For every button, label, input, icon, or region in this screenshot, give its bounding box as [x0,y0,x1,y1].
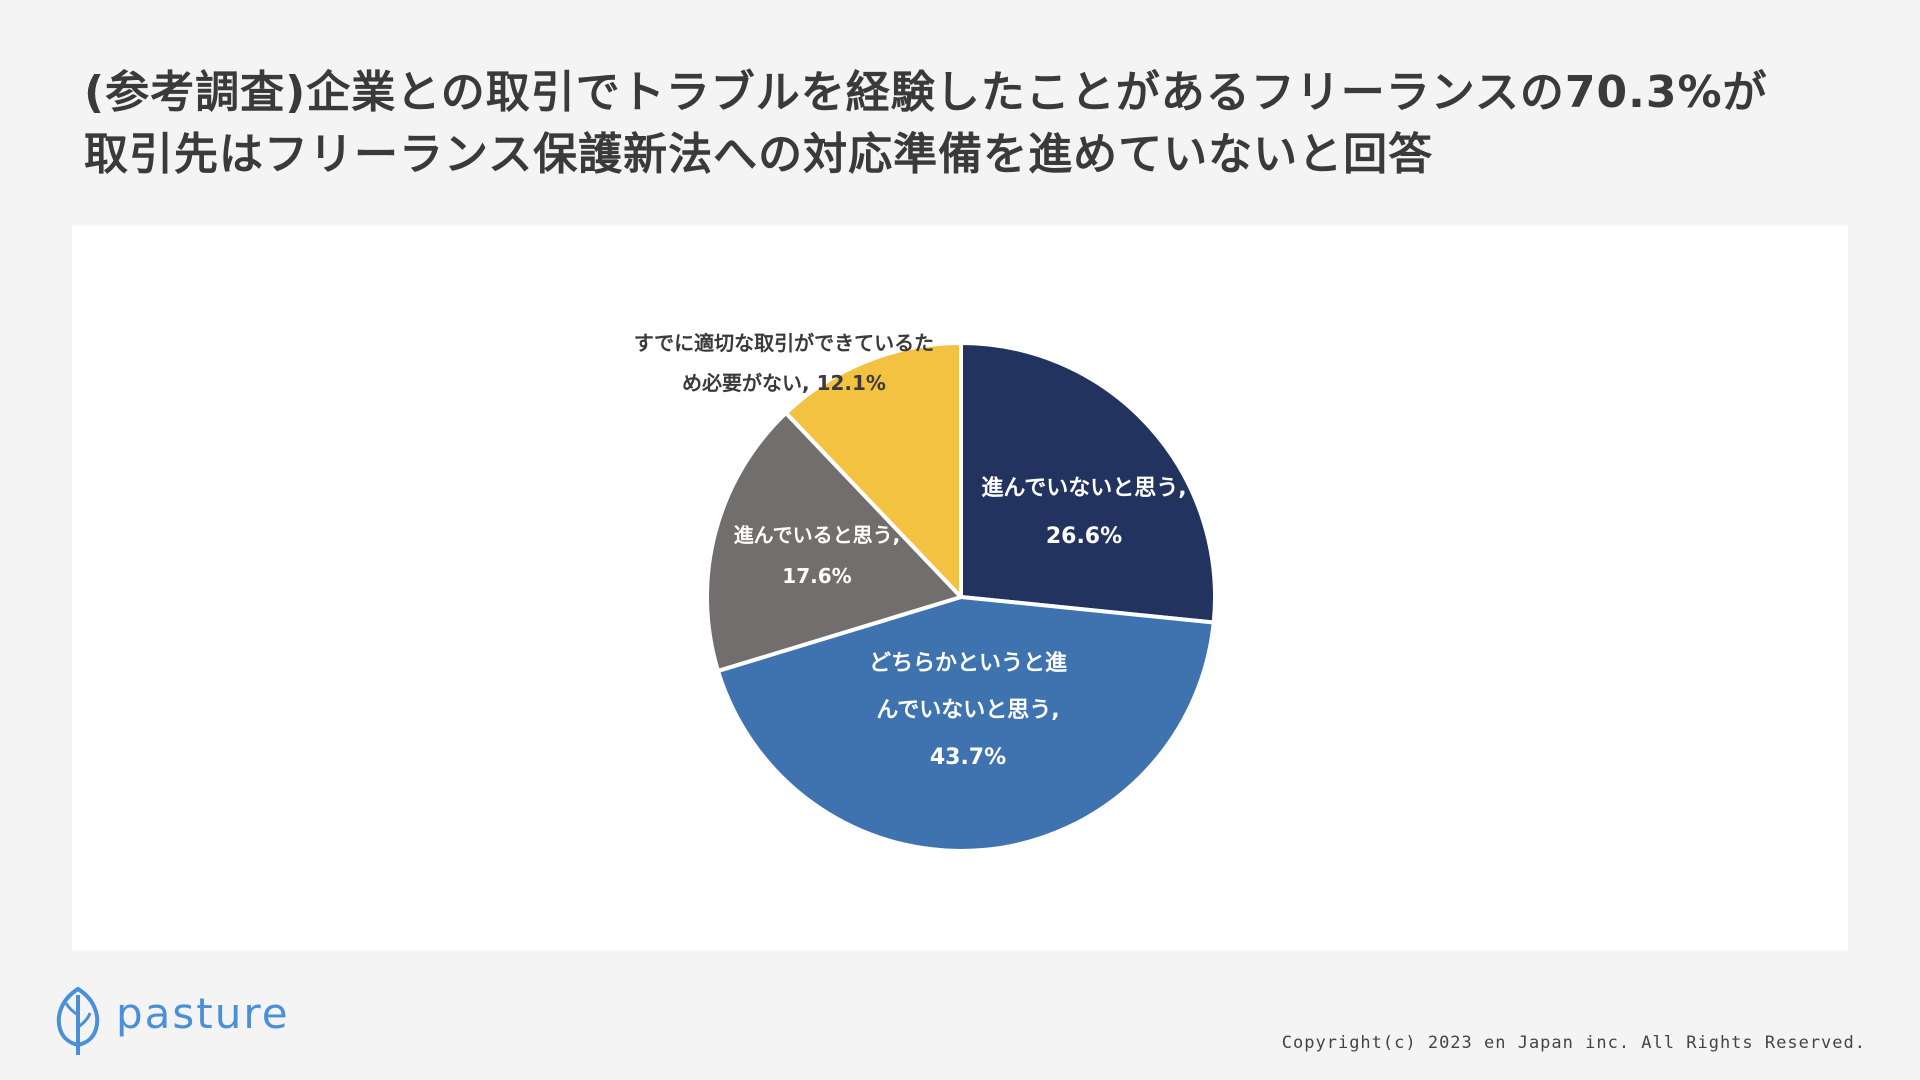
pie-label-line: すでに適切な取引ができているた [634,331,934,355]
chart-card: 進んでいないと思う, 26.6% どちらかというと進んでいないと思う, 43.7% 進ん… [72,225,1848,951]
pie-label-line: んでいないと思う, [876,698,1059,723]
pie-label-line: 進んでいると思う, [734,523,901,547]
pie-label-line: 進んでいないと思う, [981,476,1186,501]
copyright-text: Copyright(c) 2023 en Japan inc. All Righ… [1281,1033,1866,1053]
pie-chart: 進んでいないと思う, 26.6% どちらかというと進んでいないと思う, 43.7% 進ん… [634,331,1218,853]
pie-slice-2 [715,595,1216,853]
pie-slice-3 [705,410,963,673]
title-line-2: 取引先はフリーランス保護新法への対応準備を進めていないと回答 [84,129,1434,180]
logo-text: pasture [116,989,290,1038]
pie-label-line: 43.7% [930,745,1006,770]
pie-slice-label-3: 進んでいると思う, 17.6% [734,523,901,588]
pie-label-line: どちらかというと進 [869,651,1067,676]
page-title: (参考調査)企業との取引でトラブルを経験したことがあるフリーランスの70.3%が… [84,62,1844,186]
pie-label-line: 26.6% [1046,524,1122,549]
pasture-logo: pasture [52,985,292,1057]
leaf-icon [56,986,100,1055]
pie-slice-4 [783,341,963,599]
pie-slice-label-4: すでに適切な取引ができているため必要がない, 12.1% [634,331,934,395]
pie-label-line: め必要がない, 12.1% [682,371,886,395]
pie-slice-label-2: どちらかというと進んでいないと思う, 43.7% [869,651,1067,770]
pie-slice-1 [959,341,1218,625]
pie-slice-label-1: 進んでいないと思う, 26.6% [981,476,1186,549]
title-line-1: (参考調査)企業との取引でトラブルを経験したことがあるフリーランスの70.3%が [84,67,1768,118]
pie-label-line: 17.6% [782,564,851,588]
